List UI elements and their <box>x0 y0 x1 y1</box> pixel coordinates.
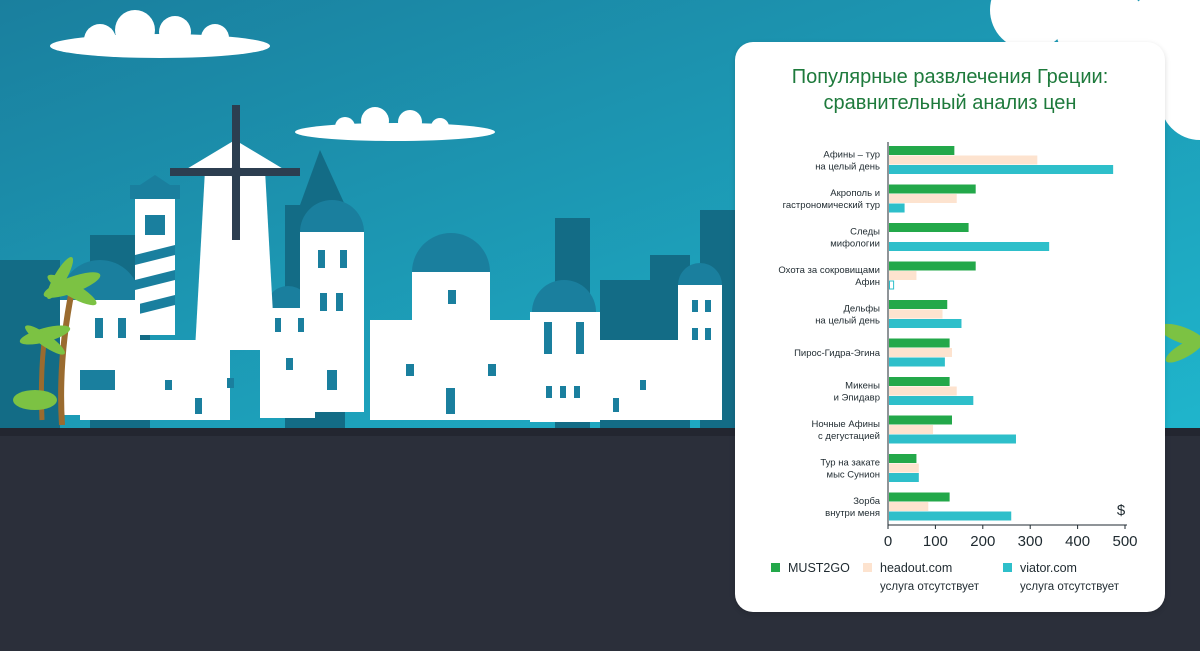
chart-title: Популярные развлечения Греции: сравнител… <box>735 64 1165 116</box>
ground-edge <box>0 428 1200 436</box>
bar-must2go <box>889 454 917 463</box>
category-label: и Эпидавр <box>834 392 880 403</box>
bar-must2go <box>889 184 976 194</box>
bar-viator-com <box>889 396 974 405</box>
bar-headout-com <box>889 463 919 473</box>
bar-headout-com <box>889 271 917 280</box>
bar-viator-com <box>889 511 1012 521</box>
category-label: Афин <box>855 277 880 288</box>
chart-card: Популярные развлечения Греции: сравнител… <box>735 42 1165 612</box>
bar-viator-com <box>889 434 1016 444</box>
bar-viator-com <box>889 242 1050 251</box>
x-tick-label: 0 <box>884 533 892 550</box>
bar-viator-com <box>889 357 945 367</box>
x-tick-label: 400 <box>1065 533 1090 550</box>
bar-headout-com <box>889 348 952 357</box>
category-label: Охота за сокровищами <box>778 265 880 276</box>
x-tick-label: 200 <box>970 533 995 550</box>
category-label: Микены <box>845 380 880 391</box>
bar-must2go <box>889 377 950 386</box>
white-houses <box>60 232 722 422</box>
bar-viator-com <box>889 319 962 328</box>
windmill <box>170 105 300 350</box>
bar-must2go <box>889 415 952 425</box>
category-label: Зорба <box>853 496 881 507</box>
cloud-left <box>50 10 270 58</box>
category-label: Следы <box>850 226 880 237</box>
chart-title-line-2: сравнительный анализ цен <box>823 92 1077 114</box>
x-tick-label: 100 <box>923 533 948 550</box>
category-label: с дегустацией <box>818 431 880 442</box>
bar-must2go <box>889 146 955 155</box>
legend-note: услуга отсутствует <box>880 581 980 593</box>
legend-swatch <box>1003 563 1012 572</box>
bar-headout-com <box>889 194 957 203</box>
bar-must2go <box>889 338 950 348</box>
legend-label: MUST2GO <box>788 561 850 575</box>
legend-swatch <box>771 563 780 572</box>
category-label: мыс Сунион <box>827 469 880 480</box>
bar-must2go <box>889 223 969 232</box>
bar-headout-com <box>889 155 1038 165</box>
category-label: внутри меня <box>825 508 880 519</box>
category-label: Афины – тур <box>823 149 880 160</box>
bar-headout-com <box>889 309 943 319</box>
legend-label: viator.com <box>1020 561 1077 575</box>
category-label: Акрополь и <box>830 188 880 199</box>
category-label: Тур на закате <box>820 457 880 468</box>
windows <box>80 250 711 414</box>
palm-trees <box>13 257 1200 426</box>
legend-swatch <box>863 563 872 572</box>
x-tick-label: 300 <box>1018 533 1043 550</box>
category-label: Дельфы <box>843 303 880 314</box>
bar-must2go <box>889 300 948 309</box>
bar-must2go <box>889 492 950 502</box>
cloud-middle <box>295 107 495 141</box>
lighthouse <box>130 175 180 335</box>
bar-headout-com <box>889 425 934 434</box>
legend-label: headout.com <box>880 561 952 575</box>
bar-must2go <box>889 261 976 271</box>
category-label: гастрономический тур <box>783 200 880 211</box>
bar-headout-com <box>889 386 957 396</box>
bar-viator-com <box>889 165 1114 174</box>
bar-viator-com <box>889 473 919 482</box>
category-label: на целый день <box>815 315 880 326</box>
x-tick-label: 500 <box>1112 533 1137 550</box>
bar-viator-com <box>889 203 905 213</box>
x-unit-label: $ <box>1117 502 1126 519</box>
chart-title-line-1: Популярные развлечения Греции: <box>791 66 1109 88</box>
bar-placeholder <box>889 280 895 290</box>
category-label: Пирос-Гидра-Эгина <box>794 348 881 359</box>
category-label: на целый день <box>815 161 880 172</box>
category-label: мифологии <box>830 238 880 249</box>
bar-headout-com <box>889 502 929 511</box>
legend-note: услуга отсутствует <box>1020 581 1120 593</box>
category-label: Ночные Афины <box>811 419 880 430</box>
